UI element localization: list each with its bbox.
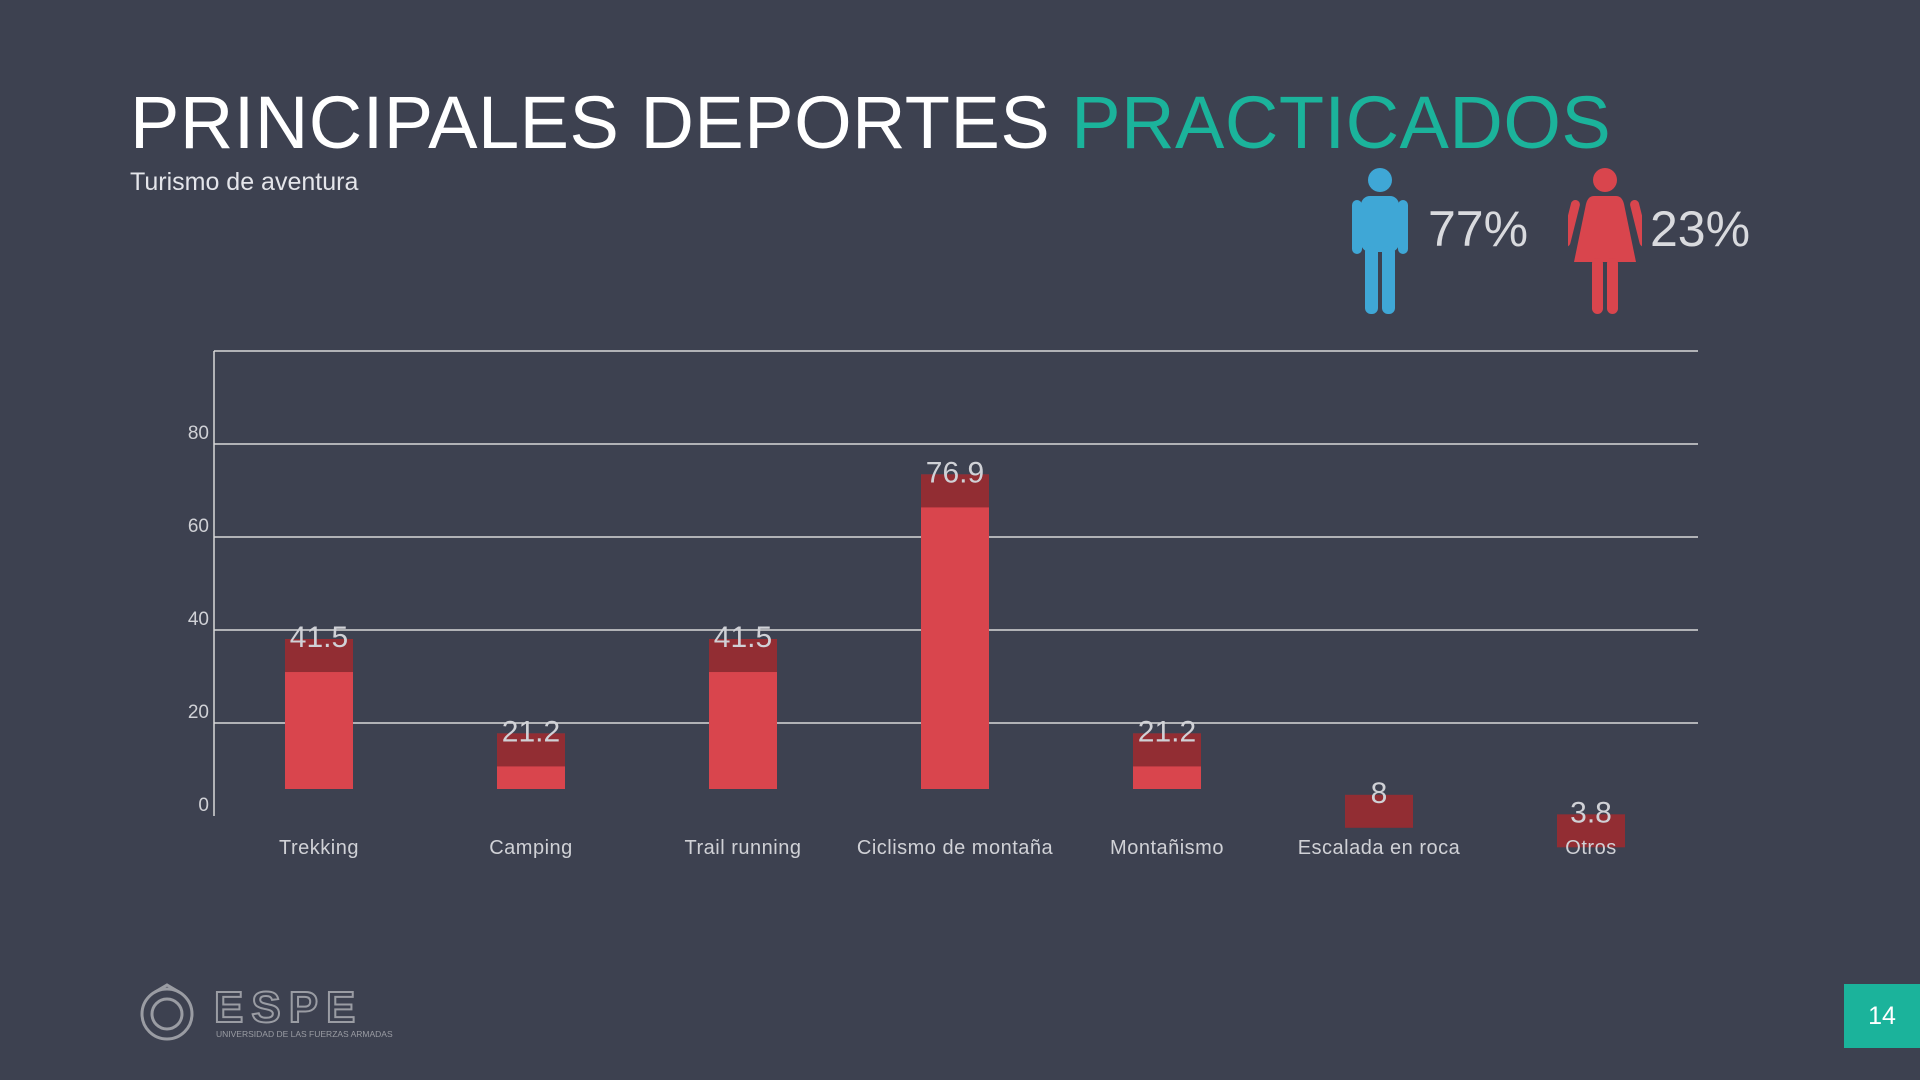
slide-title: PRINCIPALES DEPORTES PRACTICADOS — [130, 82, 1611, 163]
espe-logo-text: ESPE — [214, 983, 363, 1032]
data-labels: 41.5 21.2 41.5 76.9 21.2 8 3.8 — [290, 456, 1612, 829]
bar-cap — [1133, 733, 1201, 767]
data-label: 41.5 — [290, 621, 348, 654]
bar-cap — [497, 733, 565, 767]
y-axis: 0 20 40 60 80 — [188, 351, 215, 816]
male-torso — [1361, 196, 1399, 252]
female-left-arm — [1568, 199, 1580, 247]
data-label: 8 — [1371, 777, 1388, 810]
female-person-icon — [1568, 168, 1642, 314]
data-label: 21.2 — [502, 715, 560, 748]
slide-subtitle: Turismo de aventura — [130, 168, 359, 196]
x-tick-label: Trekking — [279, 837, 359, 859]
female-right-leg — [1607, 258, 1618, 314]
x-tick-label: Otros — [1565, 837, 1616, 859]
bar-cap — [285, 639, 353, 673]
data-label: 3.8 — [1570, 796, 1612, 829]
x-tick-label: Escalada en roca — [1298, 837, 1461, 859]
x-tick-label: Ciclismo de montaña — [857, 837, 1054, 859]
y-tick-label: 40 — [188, 609, 209, 630]
x-tick-label: Trail running — [685, 837, 802, 859]
espe-logo: ESPE UNIVERSIDAD DE LAS FUERZAS ARMADAS — [140, 982, 393, 1041]
x-tick-label: Camping — [489, 837, 573, 859]
male-right-arm — [1398, 200, 1408, 254]
bars — [285, 474, 1625, 848]
title-main: PRINCIPALES DEPORTES — [130, 81, 1051, 164]
male-left-arm — [1352, 200, 1362, 254]
espe-crest-icon — [140, 983, 194, 1041]
male-left-leg — [1365, 246, 1378, 314]
male-percent: 77% — [1428, 201, 1529, 257]
data-label: 21.2 — [1138, 715, 1196, 748]
female-dress — [1574, 196, 1636, 262]
male-person-icon — [1352, 168, 1408, 314]
espe-logo-subtext: UNIVERSIDAD DE LAS FUERZAS ARMADAS — [216, 1029, 393, 1039]
data-label: 76.9 — [926, 456, 984, 489]
page-number: 14 — [1844, 984, 1920, 1048]
data-label: 41.5 — [714, 621, 772, 654]
female-left-leg — [1592, 258, 1603, 314]
y-tick-label: 20 — [188, 702, 209, 723]
bar-cap — [1557, 814, 1625, 848]
x-tick-labels: Trekking Camping Trail running Ciclismo de … — [279, 837, 1616, 859]
bar-cap — [921, 474, 989, 508]
female-percent: 23% — [1650, 201, 1751, 257]
y-tick-label: 0 — [198, 795, 209, 816]
bar-chart: 0 20 40 60 80 41.5 21.2 41.5 76.9 21.2 8 3.8 Trekk… — [188, 350, 1698, 859]
x-tick-label: Montañismo — [1110, 837, 1224, 859]
y-tick-label: 80 — [188, 423, 209, 444]
title-accent: PRACTICADOS — [1071, 81, 1612, 164]
male-head — [1368, 168, 1392, 192]
bar — [921, 474, 989, 789]
female-head — [1593, 168, 1617, 192]
bar-cap — [709, 639, 777, 673]
bar-cap — [1345, 794, 1413, 828]
male-right-leg — [1382, 246, 1395, 314]
female-right-arm — [1630, 199, 1642, 247]
y-tick-label: 60 — [188, 516, 209, 537]
